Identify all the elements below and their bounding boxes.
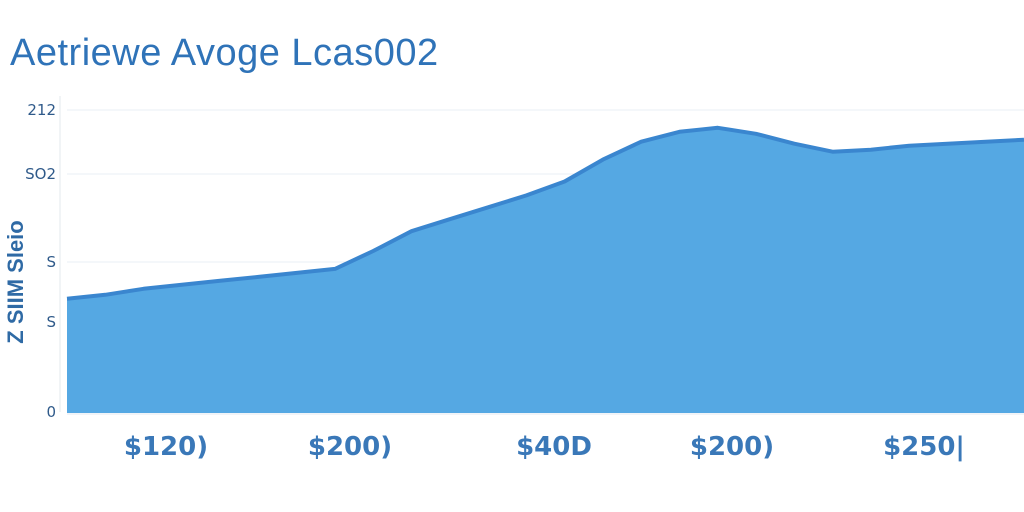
x-tick-label: $200) xyxy=(690,432,774,462)
chart-title: Aetriewe Avoge Lcas002 xyxy=(10,32,439,74)
x-tick-label: $120) xyxy=(124,432,208,462)
y-tick-label: S xyxy=(46,253,56,271)
y-tick-labels: 212 SO2 S S 0 xyxy=(25,101,56,421)
y-tick-label: 0 xyxy=(46,403,56,421)
x-tick-label: $250| xyxy=(883,432,965,462)
area-line xyxy=(66,125,1024,301)
y-tick-label: 212 xyxy=(27,101,56,119)
x-tick-label: $200) xyxy=(308,432,392,462)
area-fill xyxy=(67,127,1024,415)
x-tick-labels: $120) $200) $40D $200) $250| xyxy=(124,432,965,462)
y-tick-label: SO2 xyxy=(25,165,56,183)
x-tick-label: $40D xyxy=(516,432,592,462)
y-tick-label: S xyxy=(46,313,56,331)
